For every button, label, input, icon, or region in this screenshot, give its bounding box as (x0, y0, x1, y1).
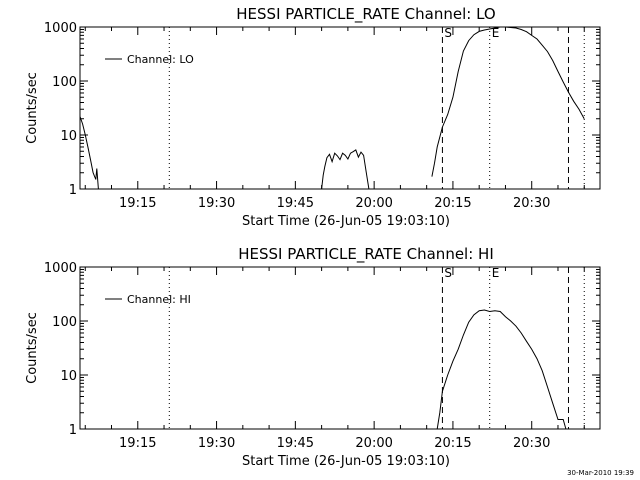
x-tick-label: 19:30 (198, 196, 235, 211)
time-marker-label: E (492, 26, 500, 40)
y-tick-label: 100 (52, 315, 77, 330)
series-line (436, 309, 567, 430)
y-tick-label: 1 (69, 183, 77, 198)
x-tick-label: 19:15 (119, 436, 156, 451)
time-marker-label: E (492, 266, 500, 280)
series-line (79, 116, 99, 190)
y-tick-label: 10 (60, 129, 77, 144)
series-line (431, 26, 585, 177)
timestamp: 30-Mar-2010 19:39 (567, 469, 634, 477)
chart-panel-lo: HESSI PARTICLE_RATE Channel: LO 1 10 100 10… (25, 5, 601, 229)
chart-title: HESSI PARTICLE_RATE Channel: HI (238, 245, 494, 264)
y-axis-ticks: 1 10 100 1000 (44, 261, 600, 438)
x-tick-label: 20:30 (513, 436, 550, 451)
legend-label: Channel: HI (127, 293, 191, 306)
time-marker-label: S (444, 26, 452, 40)
data-series (436, 309, 567, 430)
chart-panel-hi: HESSI PARTICLE_RATE Channel: HI 1 10 100 10… (25, 245, 601, 469)
y-axis-label: Counts/sec (25, 72, 40, 144)
plot-frame (79, 266, 601, 430)
x-axis-ticks: 19:15 19:30 19:45 20:00 20:15 20:30 (84, 267, 585, 451)
x-tick-label: 20:00 (355, 196, 392, 211)
y-axis-ticks: 1 10 100 1000 (44, 21, 600, 198)
series-line (321, 149, 370, 190)
y-axis-label: Counts/sec (25, 312, 40, 384)
y-tick-label: 100 (52, 75, 77, 90)
data-series (79, 26, 585, 190)
x-tick-label: 20:15 (434, 436, 471, 451)
legend: Channel: LO (105, 53, 194, 66)
x-tick-label: 19:30 (198, 436, 235, 451)
legend: Channel: HI (105, 293, 191, 306)
y-tick-label: 1 (69, 423, 77, 438)
time-marker-label: S (444, 266, 452, 280)
y-tick-label: 10 (60, 369, 77, 384)
y-tick-label: 1000 (44, 261, 77, 276)
chart-title: HESSI PARTICLE_RATE Channel: LO (236, 5, 495, 24)
x-axis-label: Start Time (26-Jun-05 19:03:10) (242, 214, 450, 229)
legend-label: Channel: LO (127, 53, 194, 66)
x-tick-label: 19:45 (277, 436, 314, 451)
x-tick-label: 19:45 (277, 196, 314, 211)
x-axis-ticks: 19:15 19:30 19:45 20:00 20:15 20:30 (84, 27, 585, 211)
x-tick-label: 20:15 (434, 196, 471, 211)
plot-frame (79, 26, 601, 190)
x-tick-label: 19:15 (119, 196, 156, 211)
y-tick-label: 1000 (44, 21, 77, 36)
x-tick-label: 20:00 (355, 436, 392, 451)
x-tick-label: 20:30 (513, 196, 550, 211)
x-axis-label: Start Time (26-Jun-05 19:03:10) (242, 454, 450, 469)
